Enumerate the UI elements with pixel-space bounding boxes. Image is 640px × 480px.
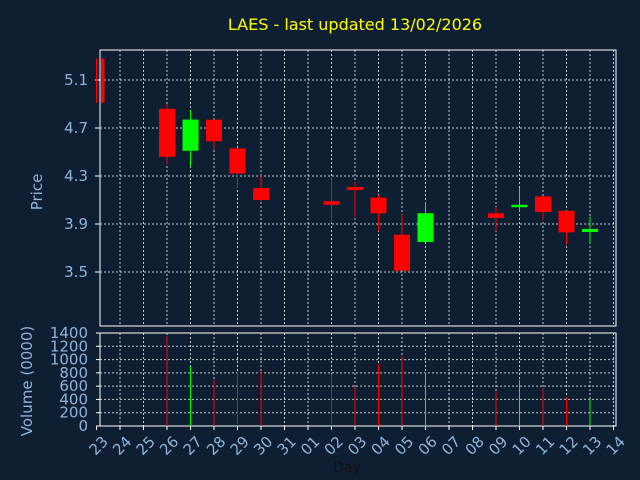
x-tick-label: 29 [227, 433, 253, 459]
volume-y-tick-label: 200 [59, 404, 88, 422]
x-tick-label: 03 [344, 433, 370, 459]
volume-axis-label: Volume (0000) [18, 326, 36, 436]
price-y-tick-label: 5.1 [64, 71, 88, 89]
candle-body [511, 204, 528, 208]
volume-bars [166, 336, 591, 426]
candle-body [323, 201, 340, 205]
volume-y-tick-label: 0 [78, 417, 88, 435]
x-tick-label: 30 [250, 433, 276, 459]
chart-title: LAES - last updated 13/02/2026 [228, 15, 482, 34]
x-tick-label: 25 [133, 433, 159, 459]
x-tick-label: 09 [485, 433, 511, 459]
candle-body [159, 108, 175, 157]
candle-body [535, 196, 551, 212]
x-tick-label: 28 [203, 433, 229, 459]
price-y-tick-label: 3.9 [64, 215, 88, 233]
x-ticks: 2324252627282930310102030405060708091011… [86, 426, 629, 459]
candle-body [206, 119, 222, 142]
x-tick-label: 06 [415, 433, 441, 459]
price-y-tick-label: 3.5 [64, 263, 88, 281]
candle-body [253, 188, 269, 200]
volume-y-tick-label: 1200 [50, 337, 88, 355]
x-axis-label: Day [333, 460, 361, 476]
x-tick-label: 27 [180, 433, 206, 459]
candle-body [370, 197, 387, 214]
candle-body [347, 187, 363, 190]
candle-body [488, 213, 504, 218]
candle-body [394, 234, 410, 271]
x-tick-label: 12 [556, 433, 582, 459]
x-tick-label: 08 [462, 433, 488, 459]
volume-y-tick-label: 400 [59, 390, 88, 408]
price-y-ticks: 5.1 4.7 4.3 3.9 3.5 [64, 71, 100, 281]
volume-y-tick-label: 1400 [50, 324, 88, 342]
x-tick-label: 13 [579, 433, 605, 459]
x-tick-label: 14 [603, 433, 629, 459]
x-tick-label: 02 [321, 433, 347, 459]
candle-body [558, 210, 575, 233]
x-tick-label: 31 [274, 433, 300, 459]
candle-body [582, 229, 598, 232]
x-tick-label: 23 [86, 433, 112, 459]
candles [96, 58, 598, 271]
volume-grid [100, 333, 616, 426]
volume-y-tick-label: 600 [59, 377, 88, 395]
x-tick-label: 05 [391, 433, 417, 459]
x-tick-label: 26 [156, 433, 182, 459]
candle-body [229, 148, 246, 174]
candle-body [417, 213, 434, 242]
x-tick-label: 11 [532, 433, 558, 459]
x-tick-label: 10 [509, 433, 535, 459]
candle-body [182, 119, 199, 151]
x-tick-label: 01 [297, 433, 323, 459]
x-tick-label: 07 [438, 433, 464, 459]
x-tick-label: 24 [109, 433, 135, 459]
volume-y-tick-label: 800 [59, 364, 88, 382]
volume-panel [99, 332, 617, 427]
candle-body [101, 58, 105, 103]
price-y-tick-label: 4.7 [64, 119, 88, 137]
price-panel [99, 49, 617, 327]
volume-y-tick-label: 1000 [50, 351, 88, 369]
y-axis-label: Price [28, 174, 46, 211]
x-tick-label: 04 [368, 433, 394, 459]
price-y-tick-label: 4.3 [64, 167, 88, 185]
